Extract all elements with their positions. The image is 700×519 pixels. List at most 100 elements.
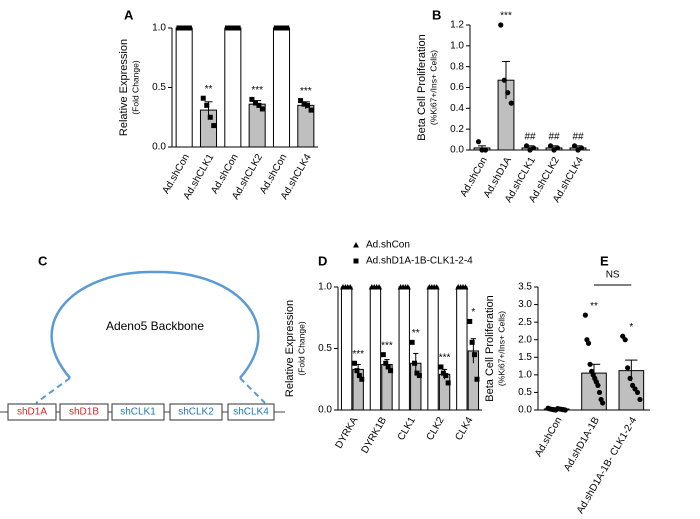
panel-label: C	[38, 253, 48, 268]
panel-label: D	[318, 253, 327, 268]
y-axis-label: Relative Expression	[118, 39, 130, 136]
point	[474, 376, 480, 382]
point	[482, 147, 489, 153]
point	[249, 96, 255, 102]
element-box	[169, 403, 223, 421]
point	[625, 365, 631, 371]
point	[256, 102, 262, 108]
point	[475, 139, 482, 145]
bar	[224, 27, 242, 148]
point	[383, 360, 389, 366]
point	[359, 376, 365, 382]
y-tick-label: 1.0	[152, 23, 166, 34]
point	[445, 380, 451, 386]
x-tick-label: DYRKA	[334, 415, 361, 451]
y-tick-label: 0.0	[152, 142, 166, 153]
point	[585, 340, 592, 346]
point	[637, 396, 643, 403]
significance: ##	[524, 131, 536, 142]
point	[376, 284, 383, 290]
element-box	[59, 403, 109, 421]
point	[547, 143, 554, 149]
significance: ##	[572, 131, 584, 142]
point	[353, 258, 359, 264]
point	[595, 382, 601, 388]
significance: ***	[381, 340, 393, 351]
element-label: shD1B	[69, 407, 99, 418]
point	[578, 145, 585, 151]
legend-label: Ad.shCon	[366, 240, 410, 251]
y-tick-label: 0.4	[450, 103, 464, 114]
diagram-c: C Adeno5 Backbone	[0, 253, 285, 413]
point	[259, 106, 265, 112]
element-box	[7, 403, 57, 421]
significance: ##	[548, 131, 560, 142]
bar	[398, 286, 410, 411]
point	[284, 25, 290, 31]
point	[462, 284, 469, 290]
panel-label: A	[124, 7, 134, 22]
y-tick-label: 3.5	[518, 282, 532, 293]
point	[530, 145, 537, 151]
y-tick-label: 2.5	[518, 317, 532, 328]
point	[385, 364, 391, 370]
point	[273, 25, 279, 31]
element-box	[227, 403, 275, 421]
y-axis-sublabel: (Fold Change)	[296, 321, 306, 376]
x-tick-label: CLK1	[396, 415, 418, 443]
y-tick-label: 1.0	[450, 40, 464, 51]
point	[298, 98, 304, 104]
y-tick-label: 3.0	[518, 299, 532, 310]
point	[571, 143, 578, 149]
y-tick-label: 0.6	[450, 82, 464, 93]
significance: *	[629, 322, 633, 333]
y-tick-label: 0.0	[450, 145, 464, 156]
y-tick-label: 0.5	[518, 387, 532, 398]
point	[354, 368, 360, 374]
point	[622, 337, 628, 343]
panel-label: E	[600, 253, 609, 268]
point	[596, 389, 603, 396]
point	[523, 143, 530, 149]
point	[501, 77, 507, 83]
significance: ***	[352, 349, 364, 360]
backbone-label: Adeno5 Backbone	[106, 319, 204, 333]
point	[409, 339, 415, 345]
point	[443, 373, 449, 379]
point	[305, 102, 311, 108]
y-tick-label: 0.0	[318, 405, 332, 416]
point	[252, 100, 258, 106]
bracket-label: NS	[606, 270, 620, 281]
point	[204, 102, 210, 108]
x-tick-label: DYRK1B	[360, 415, 390, 455]
point	[587, 361, 593, 367]
y-tick-label: 0.8	[450, 61, 464, 72]
element-label: shCLK2	[178, 407, 214, 418]
point	[207, 114, 213, 120]
point	[176, 25, 182, 31]
significance: **	[205, 84, 213, 95]
significance: **	[590, 301, 598, 312]
y-tick-label: 0.2	[450, 124, 464, 135]
point	[353, 242, 359, 248]
significance: **	[412, 328, 420, 339]
element-box	[111, 403, 165, 421]
significance: ***	[300, 86, 312, 97]
point	[380, 352, 386, 358]
point	[179, 25, 185, 31]
y-tick-label: 2.0	[518, 334, 532, 345]
point	[200, 95, 206, 101]
point	[186, 25, 192, 31]
point	[412, 360, 418, 366]
y-tick-label: 0.5	[152, 82, 166, 93]
bar	[340, 286, 353, 411]
element-label: shCLK1	[120, 407, 156, 418]
x-tick-label: CLK4	[453, 415, 475, 443]
y-axis-sublabel: (%Ki67+/Ins+ Cells)	[496, 311, 506, 386]
y-tick-label: 0.0	[518, 405, 532, 416]
point	[404, 284, 411, 290]
y-tick-label: 0.5	[318, 343, 332, 354]
y-axis-sublabel: (%Ki67+/Ins+ Cells)	[428, 50, 438, 125]
backbone-loop	[50, 270, 260, 379]
